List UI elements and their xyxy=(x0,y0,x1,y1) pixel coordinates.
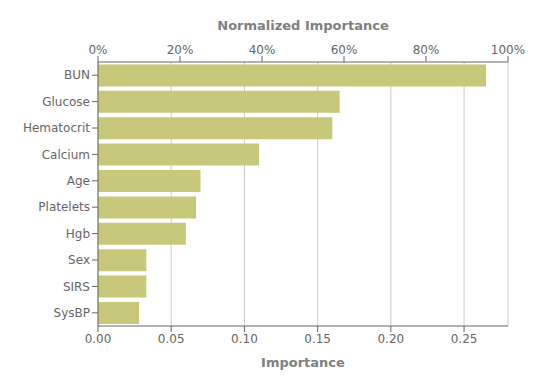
svg-text:0.00: 0.00 xyxy=(85,332,112,346)
svg-text:Hgb: Hgb xyxy=(66,227,90,241)
svg-text:Sex: Sex xyxy=(68,253,90,267)
svg-text:80%: 80% xyxy=(413,43,440,57)
svg-text:20%: 20% xyxy=(167,43,194,57)
svg-text:SysBP: SysBP xyxy=(54,306,90,320)
svg-text:40%: 40% xyxy=(249,43,276,57)
svg-text:SIRS: SIRS xyxy=(63,280,90,294)
svg-text:Calcium: Calcium xyxy=(42,148,90,162)
svg-text:0.10: 0.10 xyxy=(231,332,258,346)
svg-text:Hematocrit: Hematocrit xyxy=(23,121,90,135)
svg-text:0.20: 0.20 xyxy=(377,332,404,346)
svg-text:Importance: Importance xyxy=(261,355,345,370)
svg-text:0.15: 0.15 xyxy=(304,332,331,346)
svg-text:Platelets: Platelets xyxy=(38,200,90,214)
svg-text:100%: 100% xyxy=(491,43,525,57)
svg-text:Age: Age xyxy=(67,174,90,188)
svg-text:Glucose: Glucose xyxy=(42,95,90,109)
svg-text:60%: 60% xyxy=(331,43,358,57)
svg-text:0.05: 0.05 xyxy=(158,332,185,346)
svg-text:Normalized Importance: Normalized Importance xyxy=(217,18,389,33)
svg-text:BUN: BUN xyxy=(64,68,90,82)
svg-text:0.25: 0.25 xyxy=(451,332,478,346)
svg-text:0%: 0% xyxy=(88,43,107,57)
